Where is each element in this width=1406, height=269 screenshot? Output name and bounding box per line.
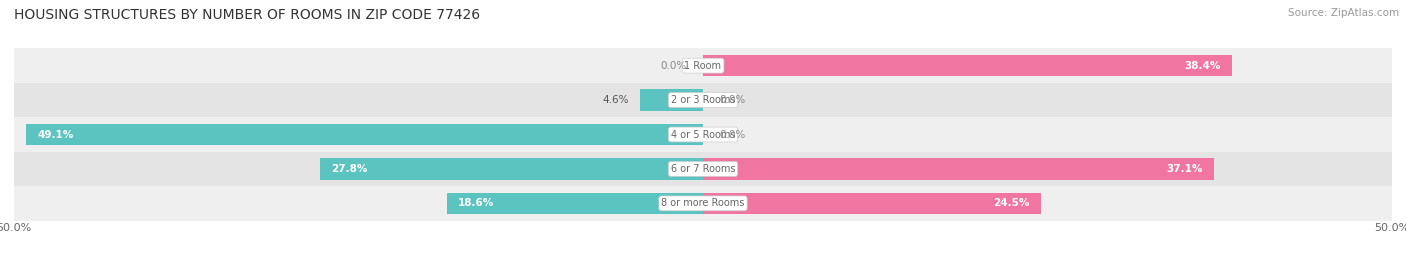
Text: 1 Room: 1 Room (685, 61, 721, 71)
Text: 0.0%: 0.0% (661, 61, 686, 71)
Text: 37.1%: 37.1% (1167, 164, 1204, 174)
Bar (27, 124, 703, 145)
Text: 18.6%: 18.6% (458, 198, 494, 208)
Text: 4.6%: 4.6% (602, 95, 628, 105)
Bar (447, 193, 703, 214)
Bar (14, 152, 1392, 186)
Text: 2 or 3 Rooms: 2 or 3 Rooms (671, 95, 735, 105)
Bar (14, 48, 1392, 83)
Text: 0.0%: 0.0% (720, 95, 745, 105)
Bar (14, 83, 1392, 117)
Bar (703, 193, 1040, 214)
Text: 0.0%: 0.0% (720, 129, 745, 140)
Bar (640, 89, 703, 111)
Text: 27.8%: 27.8% (330, 164, 367, 174)
Text: 49.1%: 49.1% (38, 129, 73, 140)
Text: 24.5%: 24.5% (993, 198, 1029, 208)
Text: 38.4%: 38.4% (1185, 61, 1220, 71)
Bar (14, 117, 1392, 152)
Text: Source: ZipAtlas.com: Source: ZipAtlas.com (1288, 8, 1399, 18)
Bar (321, 158, 703, 180)
Bar (703, 55, 1232, 76)
Text: HOUSING STRUCTURES BY NUMBER OF ROOMS IN ZIP CODE 77426: HOUSING STRUCTURES BY NUMBER OF ROOMS IN… (14, 8, 481, 22)
Text: 4 or 5 Rooms: 4 or 5 Rooms (671, 129, 735, 140)
Bar (703, 158, 1215, 180)
Text: 6 or 7 Rooms: 6 or 7 Rooms (671, 164, 735, 174)
Text: 8 or more Rooms: 8 or more Rooms (661, 198, 745, 208)
Bar (14, 186, 1392, 221)
